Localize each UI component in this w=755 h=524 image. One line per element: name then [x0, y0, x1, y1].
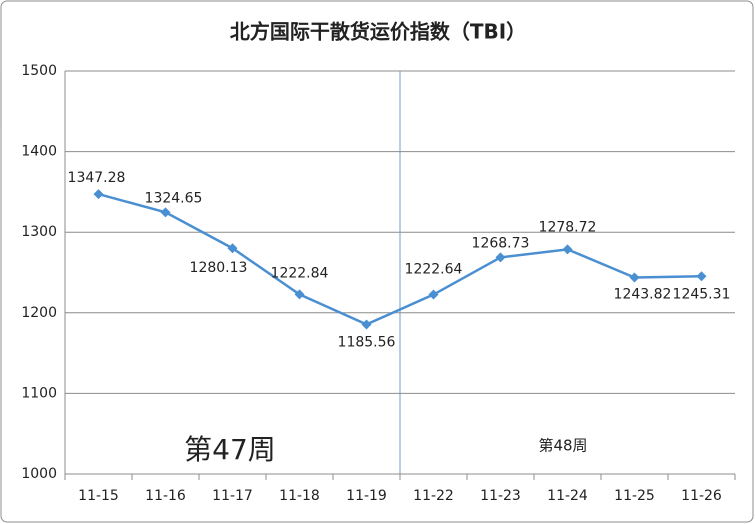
y-tick-label: 1100	[21, 385, 57, 401]
y-tick-label: 1500	[21, 63, 57, 79]
x-tick-label: 11-16	[145, 488, 186, 504]
data-label: 1245.31	[673, 286, 731, 302]
marker	[93, 189, 104, 200]
data-label: 1185.56	[338, 334, 396, 350]
x-tick-label: 11-22	[413, 488, 454, 504]
y-tick-label: 1400	[21, 144, 57, 160]
annotation: 第48周	[538, 437, 587, 455]
marker	[428, 289, 439, 300]
x-tick-label: 11-23	[480, 488, 521, 504]
chart-title: 北方国际干散货运价指数（TBI）	[230, 20, 526, 44]
marker	[227, 243, 238, 254]
marker	[361, 319, 372, 330]
marker	[294, 289, 305, 300]
data-label: 1278.72	[539, 219, 597, 235]
y-tick-label: 1000	[21, 466, 57, 482]
data-label: 1268.73	[472, 235, 530, 251]
y-tick-label: 1300	[21, 224, 57, 240]
data-label: 1222.84	[271, 265, 329, 281]
x-tick-label: 11-18	[279, 488, 320, 504]
x-tick-label: 11-26	[681, 488, 722, 504]
x-tick-label: 11-17	[212, 488, 253, 504]
marker	[160, 207, 171, 218]
marker	[696, 271, 707, 282]
line	[98, 192, 702, 326]
data-label: 1222.64	[405, 262, 463, 278]
marker	[629, 272, 640, 283]
data-label: 1280.13	[190, 260, 248, 276]
x-tick-label: 11-15	[78, 488, 119, 504]
y-tick-label: 1200	[21, 305, 57, 321]
data-label: 1347.28	[68, 170, 126, 186]
marker	[562, 244, 573, 255]
data-label: 1243.82	[614, 286, 672, 302]
marker	[495, 252, 506, 263]
x-tick-label: 11-25	[614, 488, 655, 504]
x-tick-label: 11-24	[547, 488, 588, 504]
x-tick-label: 11-19	[346, 488, 387, 504]
data-label: 1324.65	[145, 190, 203, 206]
annotation: 第47周	[184, 433, 276, 466]
